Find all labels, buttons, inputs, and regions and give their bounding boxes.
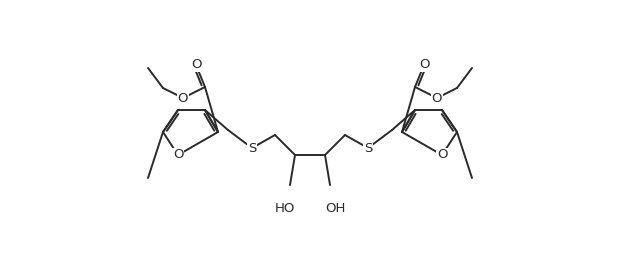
Text: O: O — [178, 91, 188, 105]
Text: O: O — [436, 149, 447, 161]
Text: S: S — [248, 141, 256, 155]
Text: O: O — [432, 91, 442, 105]
Text: HO: HO — [275, 202, 295, 215]
Text: S: S — [364, 141, 372, 155]
Text: O: O — [173, 149, 184, 161]
Text: O: O — [191, 58, 202, 72]
Text: OH: OH — [325, 202, 345, 215]
Text: O: O — [418, 58, 429, 72]
